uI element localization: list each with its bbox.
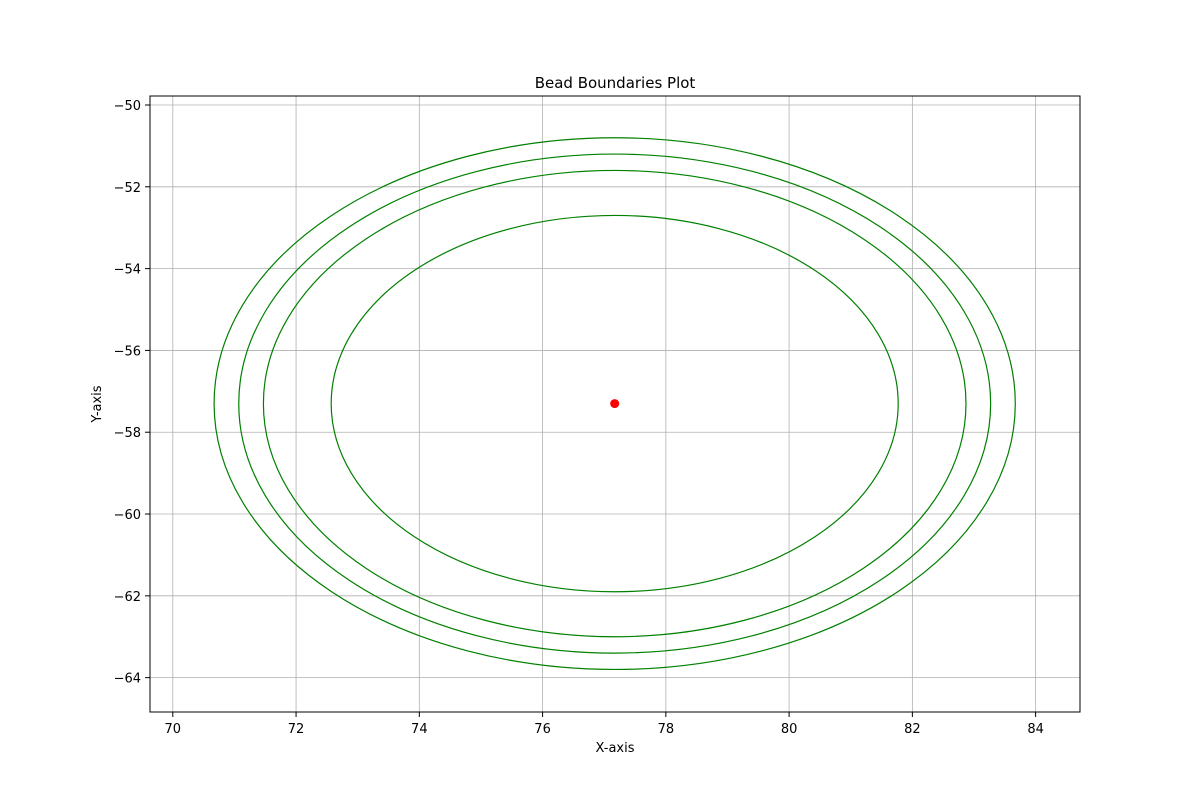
x-tick-label: 80	[781, 722, 798, 737]
y-tick-label: −50	[114, 99, 141, 114]
x-tick-label: 74	[411, 722, 428, 737]
x-tick-label: 78	[658, 722, 675, 737]
y-tick-label: −54	[114, 263, 141, 278]
y-tick-label: −62	[114, 590, 141, 605]
y-axis-label: Y-axis	[90, 385, 105, 423]
x-axis-label: X-axis	[596, 741, 635, 756]
y-tick-label: −58	[114, 426, 141, 441]
bead-boundary-ellipse	[213, 137, 1016, 671]
center-points	[610, 399, 620, 409]
y-tick-label: −60	[114, 508, 141, 523]
bead-boundary-ellipse	[330, 214, 899, 593]
plot-area-frame	[149, 95, 1081, 713]
x-tick-label: 82	[904, 722, 921, 737]
x-tick-label: 70	[165, 722, 182, 737]
y-tick-label: −52	[114, 181, 141, 196]
y-axis-ticks: −64 −62 −60 −58 −56 −54 −52 −50	[114, 99, 150, 687]
center-point	[610, 399, 620, 409]
x-axis-ticks: 70 72 74 76 78 80 82 84	[165, 712, 1044, 737]
y-tick-label: −56	[114, 344, 141, 359]
x-tick-label: 72	[288, 722, 305, 737]
bead-boundary-ellipse	[238, 153, 992, 654]
x-tick-label: 76	[534, 722, 551, 737]
chart-title: Bead Boundaries Plot	[535, 74, 696, 92]
bead-boundary-ellipse	[262, 169, 967, 638]
bead-boundaries	[213, 137, 1016, 671]
y-tick-label: −64	[114, 672, 141, 687]
x-tick-label: 84	[1027, 722, 1044, 737]
